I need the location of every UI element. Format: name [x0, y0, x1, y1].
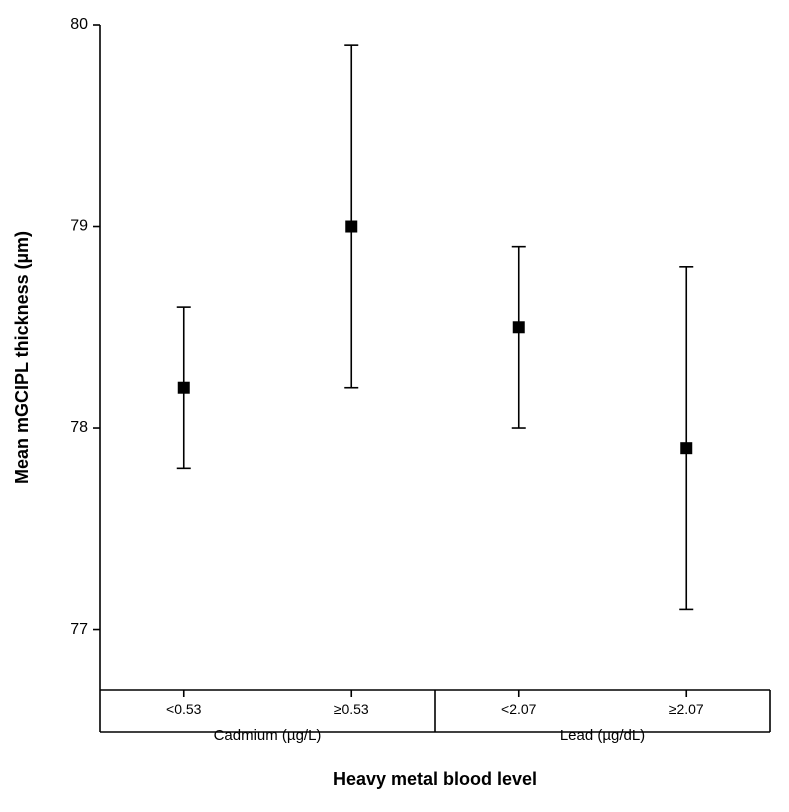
x-group-label: Lead (µg/dL): [560, 727, 645, 744]
y-tick-label: 78: [70, 419, 88, 436]
chart-container: 77 78 79 80 Mean mGCIPL thickness (µm) <0.53 ≥…: [0, 0, 789, 812]
data-marker: [345, 221, 357, 233]
y-tick-label: 79: [70, 218, 88, 235]
y-tick-label: 80: [70, 16, 88, 33]
data-marker: [513, 321, 525, 333]
x-category-label: <0.53: [166, 701, 202, 717]
x-category-label: ≥2.07: [669, 701, 704, 717]
x-category-label: <2.07: [501, 701, 537, 717]
x-group-label: Cadmium (µg/L): [214, 727, 322, 744]
data-marker: [178, 382, 190, 394]
errorbar-chart: 77 78 79 80 Mean mGCIPL thickness (µm) <0.53 ≥…: [0, 0, 789, 812]
x-category-label: ≥0.53: [334, 701, 369, 717]
x-axis-label: Heavy metal blood level: [333, 769, 537, 789]
y-axis-label: Mean mGCIPL thickness (µm): [12, 231, 32, 484]
y-tick-label: 77: [70, 621, 88, 638]
data-marker: [680, 442, 692, 454]
